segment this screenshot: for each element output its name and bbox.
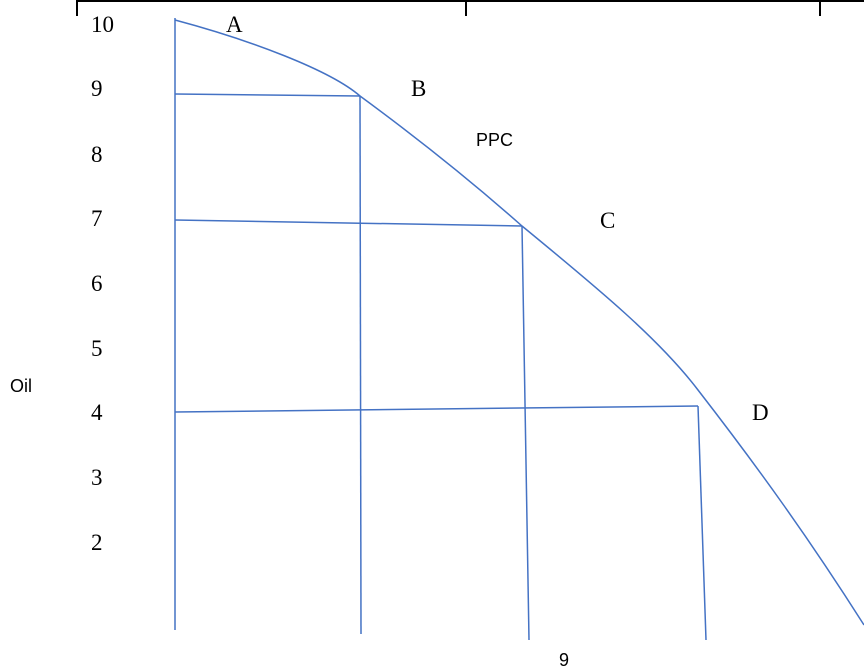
table-border	[76, 0, 864, 16]
y-tick-label-5: 5	[91, 336, 103, 361]
point-label-a: A	[226, 12, 243, 37]
x-tick-label-9: 9	[559, 650, 569, 670]
guide-line-c-vertical	[521, 225, 530, 641]
y-tick-label-7: 7	[91, 206, 103, 231]
guide-line-d-vertical	[697, 405, 707, 641]
y-tick-label-10: 10	[91, 12, 114, 37]
y-axis-label: Oil	[10, 376, 32, 396]
y-tick-label-9: 9	[91, 76, 103, 101]
ppc-curve-label: PPC	[476, 130, 513, 150]
ppc-curve	[174, 19, 864, 626]
y-tick-label-2: 2	[91, 530, 103, 555]
y-tick-label-8: 8	[91, 142, 103, 167]
point-label-d: D	[752, 400, 769, 425]
guide-line-b-horizontal	[174, 93, 361, 97]
guide-line-b-vertical	[359, 95, 362, 635]
y-tick-label-3: 3	[91, 465, 103, 490]
point-label-c: C	[600, 208, 615, 233]
guide-line-c-horizontal	[174, 219, 523, 227]
y-tick-label-6: 6	[91, 271, 103, 296]
point-label-b: B	[411, 76, 426, 101]
y-tick-label-4: 4	[91, 400, 103, 425]
guide-line-d-horizontal	[174, 405, 699, 413]
